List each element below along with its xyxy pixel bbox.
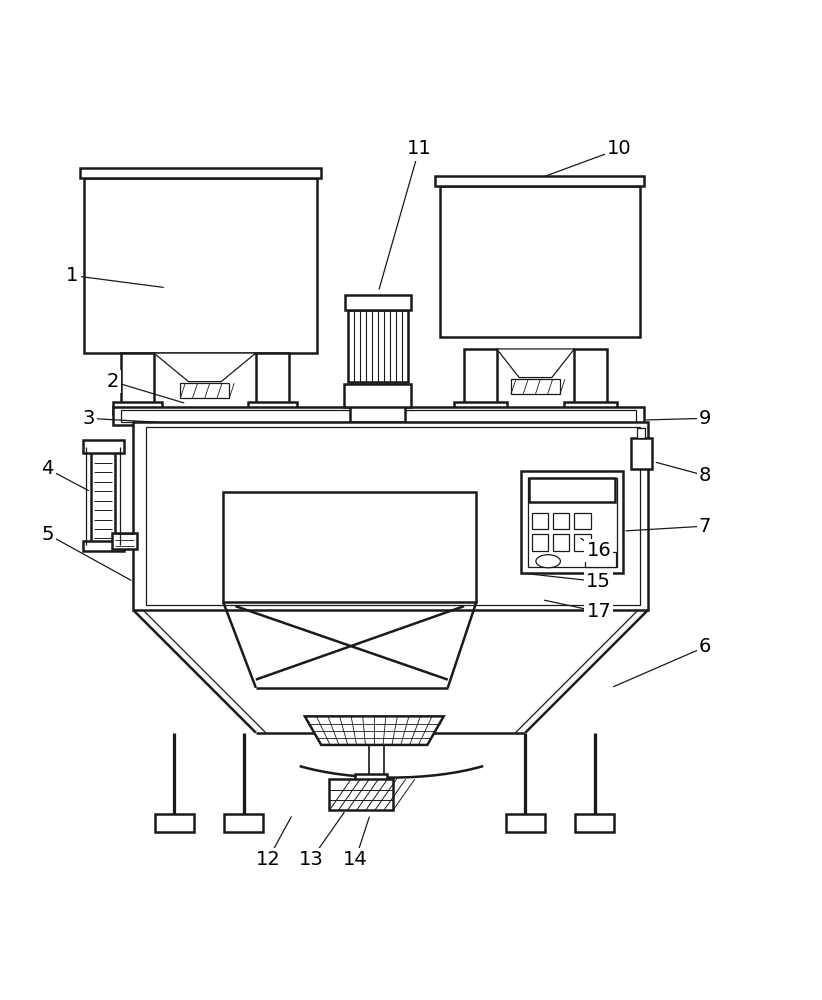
Bar (440, 186, 640, 337)
Text: 1: 1 (66, 266, 78, 285)
Ellipse shape (536, 555, 561, 568)
Text: 13: 13 (299, 850, 324, 869)
Text: 2: 2 (107, 372, 119, 391)
Polygon shape (305, 716, 444, 745)
Bar (81, 168, 321, 178)
Text: 17: 17 (586, 602, 612, 621)
Bar (349, 310, 408, 382)
Text: 10: 10 (607, 139, 631, 158)
Text: 15: 15 (586, 572, 612, 591)
Bar (529, 478, 615, 502)
Bar (631, 438, 652, 469)
Bar (464, 349, 496, 406)
Bar (585, 552, 616, 567)
Bar (436, 176, 644, 186)
Bar (532, 513, 548, 529)
Bar (224, 814, 263, 832)
Bar (553, 534, 570, 551)
Bar (345, 295, 411, 310)
Bar (565, 402, 616, 414)
Bar (224, 492, 476, 602)
Text: 12: 12 (256, 850, 280, 869)
Polygon shape (154, 353, 256, 382)
Polygon shape (496, 349, 575, 378)
Bar (330, 779, 393, 810)
Bar (91, 447, 115, 545)
Bar (575, 534, 591, 551)
Bar (145, 427, 640, 605)
Bar (112, 533, 136, 549)
Bar (256, 353, 289, 406)
Bar (85, 178, 317, 353)
Bar (511, 379, 560, 394)
Bar (506, 814, 545, 832)
Bar (83, 440, 123, 453)
Bar (455, 402, 506, 414)
Text: 14: 14 (343, 850, 368, 869)
Bar (575, 814, 614, 832)
Bar (528, 478, 616, 567)
Bar (133, 422, 648, 610)
Bar (637, 428, 645, 438)
Bar (553, 513, 570, 529)
Bar (113, 407, 644, 425)
Bar (350, 404, 405, 422)
Bar (521, 471, 623, 573)
Bar (121, 410, 635, 422)
Text: 7: 7 (699, 517, 711, 536)
Bar (344, 384, 411, 407)
Bar (367, 514, 387, 537)
Bar (532, 534, 548, 551)
Bar (113, 402, 162, 414)
Text: 3: 3 (82, 409, 95, 428)
Text: 8: 8 (699, 466, 711, 485)
Bar (180, 383, 229, 398)
Bar (247, 402, 297, 414)
Text: 6: 6 (699, 637, 711, 656)
Bar (354, 774, 387, 783)
Text: 5: 5 (41, 525, 54, 544)
Bar (575, 513, 591, 529)
Bar (121, 353, 154, 406)
Bar (83, 541, 123, 551)
Text: 11: 11 (407, 139, 432, 158)
Text: 16: 16 (586, 541, 612, 560)
Bar (575, 349, 607, 406)
Bar (155, 814, 194, 832)
Text: 9: 9 (699, 409, 711, 428)
Text: 4: 4 (41, 459, 54, 478)
